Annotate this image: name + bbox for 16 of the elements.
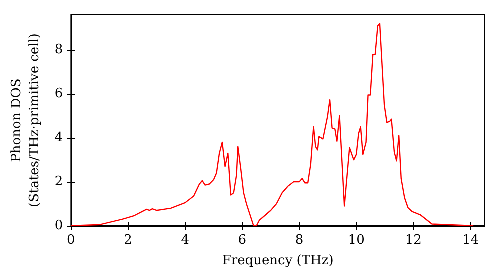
y-tick-label: 6	[54, 86, 64, 102]
y-tick-label: 0	[54, 218, 64, 234]
y-tick-label: 4	[54, 130, 64, 146]
x-tick-label: 12	[405, 233, 422, 248]
y-axis-title: Phonon DOS (States/THz·primitive cell)	[10, 33, 42, 208]
x-tick-label: 14	[462, 233, 480, 248]
line-series	[70, 23, 474, 227]
y-tick-label: 2	[54, 174, 64, 190]
x-tick-label: 6	[238, 233, 247, 248]
x-tick-label: 10	[348, 233, 365, 248]
x-tick-label: 0	[67, 233, 76, 248]
x-axis-title: Frequency (THz)	[222, 254, 334, 268]
x-tick-label: 8	[295, 233, 304, 248]
y-tick-label: 8	[54, 42, 64, 58]
x-tick-label: 2	[124, 233, 132, 248]
x-tick-label: 4	[181, 233, 190, 248]
